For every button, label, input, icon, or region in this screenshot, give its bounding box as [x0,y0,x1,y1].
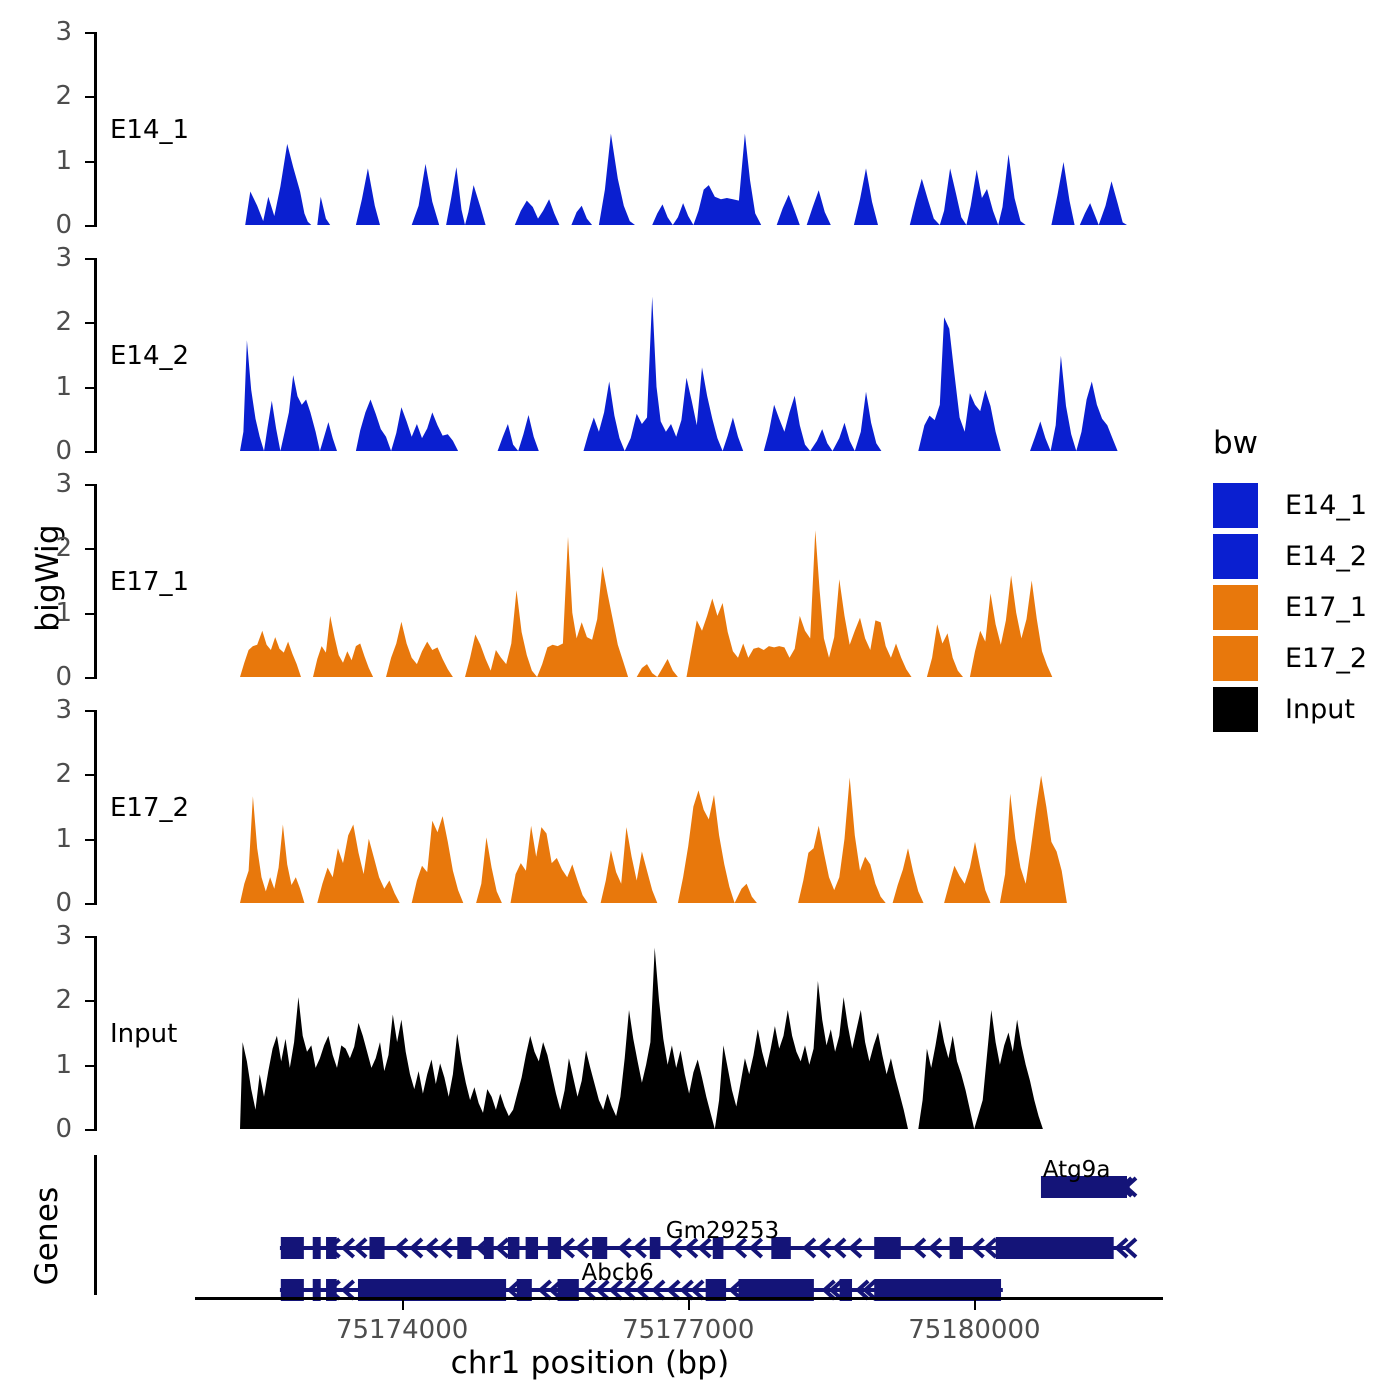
y-axis-tick [85,32,94,34]
y-axis-tick-label: 1 [55,597,72,628]
track-label-input: Input [110,1018,178,1049]
legend-label: E17_1 [1285,592,1368,623]
legend-label: E17_2 [1285,643,1368,674]
y-axis-tick-label: 3 [55,17,72,47]
y-axis-tick-label: 2 [55,985,72,1016]
x-axis-tick-label: 75177000 [622,1315,755,1345]
y-axis-tick [85,160,94,163]
y-axis-title-genes: Genes [29,1186,65,1286]
gene-models [279,1176,1138,1301]
x-axis-line [195,1297,1163,1300]
y-axis-tick-label: 0 [55,210,72,240]
y-axis-tick-label: 0 [55,1114,72,1144]
y-axis-tick-label: 1 [55,823,72,854]
y-axis-tick-label: 0 [55,888,72,918]
y-axis-tick [85,258,94,260]
x-axis-tick-label: 75174000 [335,1315,469,1345]
track-label-e14_2: E14_2 [110,340,190,371]
genes-axis-spine [94,1155,97,1295]
legend-swatch [1213,534,1258,579]
y-axis-tick-label: 3 [55,921,72,951]
y-axis-tick-label: 3 [55,469,72,499]
legend-title: bw [1213,425,1259,461]
y-axis-tick [85,451,94,453]
y-axis-tick-label: 3 [55,695,72,725]
y-axis-tick [85,677,94,679]
coverage-area-e14_2 [240,296,1127,451]
y-axis-tick-label: 0 [55,436,72,466]
y-axis-spine [94,710,97,905]
y-axis-spine [94,936,97,1131]
gene-label-abcb6: Abcb6 [581,1260,654,1286]
y-axis-title-bigwig: bigWig [30,524,66,632]
y-axis-tick [85,710,94,712]
y-axis-tick-label: 2 [55,759,72,790]
y-axis-tick [85,903,94,905]
y-axis-tick-label: 2 [55,533,72,564]
coverage-area-e17_1 [240,530,1127,677]
legend-swatch [1213,636,1258,681]
legend-label: E14_2 [1285,541,1368,572]
coverage-area-e17_2 [240,775,1127,903]
legend-swatch [1213,585,1258,630]
track-label-e14_1: E14_1 [110,114,190,145]
x-axis-tick-label: 75180000 [908,1315,1041,1345]
y-axis-tick [85,322,94,325]
legend-label: Input [1285,694,1355,725]
x-axis-tick [402,1300,405,1310]
legend-label: E14_1 [1285,490,1368,521]
y-axis-tick [85,612,94,615]
x-axis-tick [974,1300,977,1310]
y-axis-tick-label: 1 [55,1049,72,1080]
y-axis-spine [94,32,97,227]
y-axis-tick-label: 2 [55,307,72,338]
y-axis-tick [85,96,94,99]
y-axis-tick [85,548,94,551]
y-axis-spine [94,484,97,679]
y-axis-tick [85,386,94,389]
y-axis-tick [85,936,94,938]
y-axis-tick [85,484,94,486]
legend-swatch [1213,483,1258,528]
track-label-e17_1: E17_1 [110,566,190,597]
coverage-area-input [240,947,1127,1129]
y-axis-tick-label: 1 [55,371,72,402]
y-axis-spine [94,258,97,453]
x-axis-tick [688,1300,691,1310]
y-axis-tick-label: 1 [55,145,72,176]
y-axis-tick [85,838,94,841]
y-axis-tick [85,1129,94,1131]
x-axis-title: chr1 position (bp) [450,1345,730,1381]
y-axis-tick-label: 3 [55,243,72,273]
y-axis-tick [85,1000,94,1003]
legend-swatch [1213,687,1258,732]
gene-label-gm29253: Gm29253 [665,1218,780,1244]
y-axis-tick [85,225,94,227]
y-axis-tick [85,774,94,777]
y-axis-tick-label: 0 [55,662,72,692]
coverage-area-e14_1 [240,133,1127,225]
gene-label-atg9a: Atg9a [1042,1157,1111,1183]
track-label-e17_2: E17_2 [110,792,190,823]
y-axis-tick-label: 2 [55,81,72,112]
y-axis-tick [85,1064,94,1067]
